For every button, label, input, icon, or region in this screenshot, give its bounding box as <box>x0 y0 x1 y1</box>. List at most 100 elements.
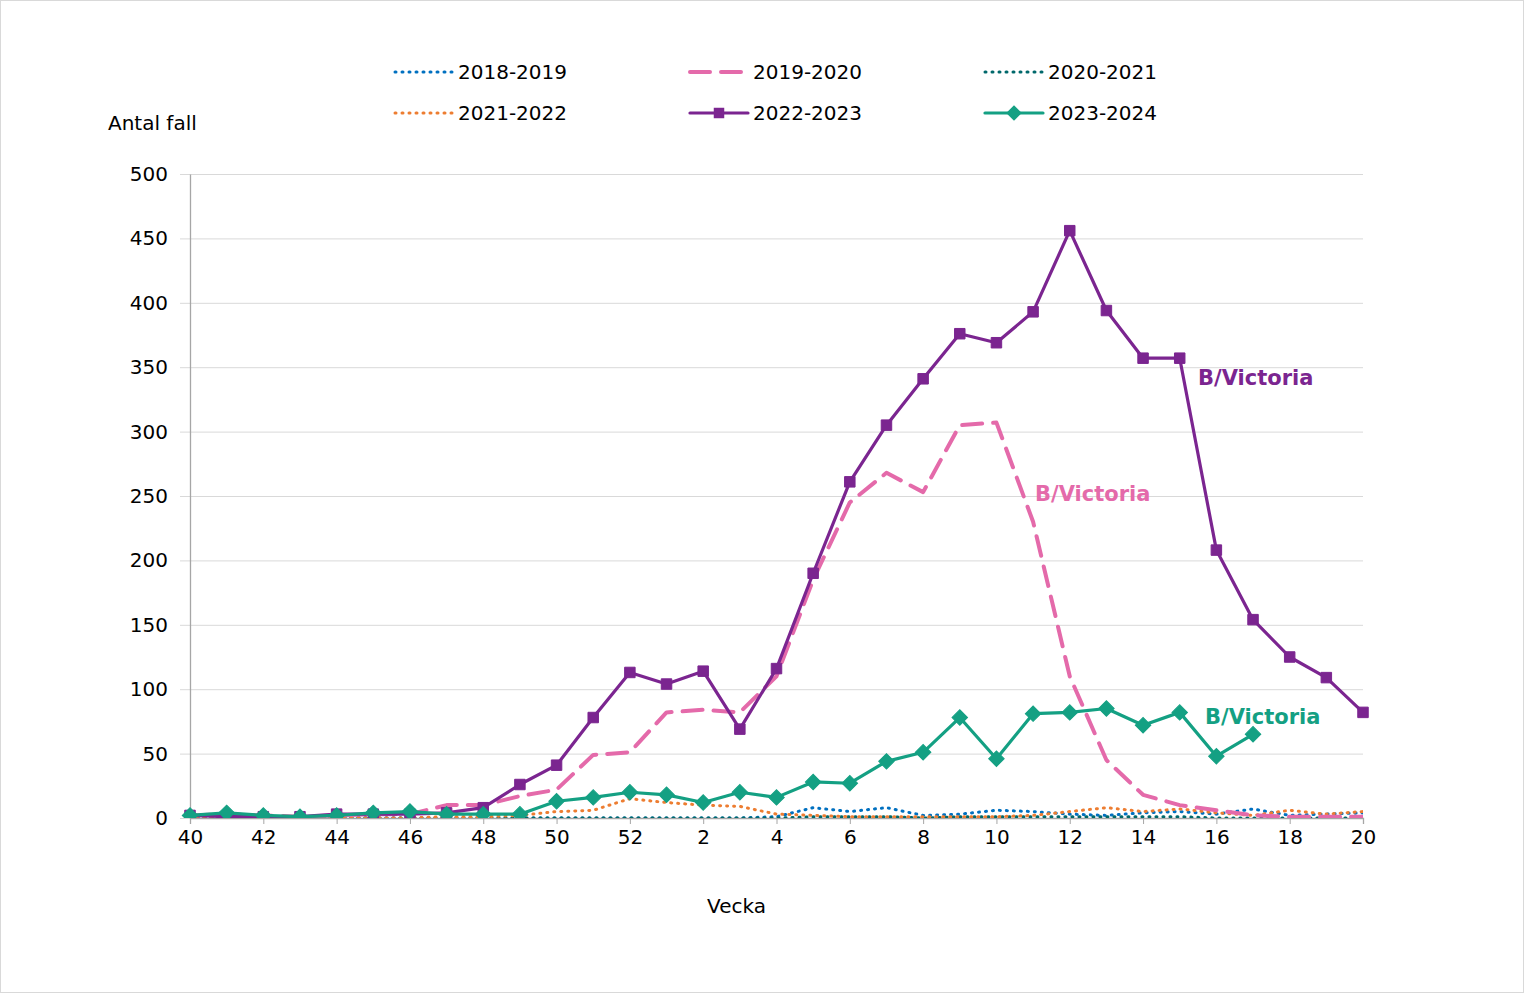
legend-item: 2019-2020 <box>690 60 862 84</box>
series-marker <box>219 805 234 818</box>
legend-label: 2020-2021 <box>1048 60 1157 84</box>
legend-item: 2018-2019 <box>395 60 567 84</box>
series-marker <box>1174 353 1184 363</box>
x-tick-mark <box>337 818 338 824</box>
series-marker <box>659 787 674 802</box>
y-tick-label: 250 <box>130 484 168 508</box>
x-tick: 16 <box>1204 818 1229 849</box>
x-tick: 48 <box>471 818 496 849</box>
grid-line <box>180 238 1363 239</box>
x-tick: 12 <box>1058 818 1083 849</box>
series-marker <box>292 809 307 818</box>
y-tick-label: 150 <box>130 613 168 637</box>
series-marker <box>735 724 745 734</box>
legend-label: 2018-2019 <box>458 60 567 84</box>
y-tick-label: 50 <box>143 742 168 766</box>
x-tick: 42 <box>251 818 276 849</box>
legend-item: 2023-2024 <box>985 101 1157 125</box>
y-tick: 200 <box>130 548 190 572</box>
x-axis-line <box>191 819 1364 825</box>
x-tick-label: 8 <box>917 825 930 849</box>
y-tick: 250 <box>130 484 190 508</box>
series-marker <box>915 745 930 760</box>
series-marker <box>1358 707 1368 717</box>
x-tick: 6 <box>844 818 857 849</box>
y-tick: 100 <box>130 677 190 701</box>
series-line <box>190 709 1253 817</box>
legend-swatch <box>690 70 748 74</box>
grid <box>180 175 1363 819</box>
grid-line <box>180 560 1363 561</box>
y-tick-label: 0 <box>155 806 168 830</box>
y-axis-title: Antal fall <box>108 111 197 135</box>
y-tick-label: 400 <box>130 291 168 315</box>
y-tick-label: 450 <box>130 226 168 250</box>
x-tick-label: 50 <box>544 825 569 849</box>
x-tick: 10 <box>984 818 1009 849</box>
annotation: B/Victoria <box>1035 482 1150 506</box>
x-tick: 18 <box>1277 818 1302 849</box>
plot-area <box>182 225 1368 818</box>
legend-marker <box>1006 105 1021 120</box>
series <box>190 423 1363 817</box>
x-tick-mark <box>777 818 778 824</box>
chart-frame <box>1 1 1524 993</box>
x-tick-label: 12 <box>1058 825 1083 849</box>
legend-swatch <box>395 71 453 74</box>
x-tick-label: 46 <box>398 825 423 849</box>
series-marker <box>769 790 784 805</box>
x-tick: 4 <box>771 818 784 849</box>
grid-line <box>180 367 1363 368</box>
legend-item: 2021-2022 <box>395 101 567 125</box>
series <box>185 225 1368 818</box>
y-tick: 150 <box>130 613 190 637</box>
x-tick-mark <box>483 818 484 824</box>
series-marker <box>1209 748 1224 763</box>
chart: 0501001502002503003504004505004042444648… <box>0 0 1524 993</box>
x-tick: 14 <box>1131 818 1156 849</box>
series-line <box>190 231 1363 817</box>
x-tick: 52 <box>618 818 643 849</box>
legend-marker <box>714 108 724 118</box>
x-tick: 20 <box>1351 818 1376 849</box>
x-tick: 2 <box>697 818 710 849</box>
y-tick: 500 <box>130 162 190 186</box>
y-tick-label: 350 <box>130 355 168 379</box>
legend-label: 2022-2023 <box>753 101 862 125</box>
grid-line <box>180 303 1363 304</box>
x-tick-mark <box>703 818 704 824</box>
series-marker <box>551 760 561 770</box>
x-tick: 44 <box>324 818 349 849</box>
series-marker <box>1099 701 1114 716</box>
grid-line <box>180 174 1363 175</box>
x-tick-mark <box>263 818 264 824</box>
y-axis-line <box>190 175 191 819</box>
x-tick-label: 14 <box>1131 825 1156 849</box>
series-marker <box>1284 652 1294 662</box>
x-tick-label: 4 <box>771 825 784 849</box>
series-marker <box>808 568 818 578</box>
series-marker <box>1321 672 1331 682</box>
x-tick-label: 16 <box>1204 825 1229 849</box>
x-tick-label: 44 <box>324 825 349 849</box>
grid-line <box>180 625 1363 626</box>
legend-label: 2021-2022 <box>458 101 567 125</box>
series-marker <box>1062 705 1077 720</box>
x-tick-mark <box>630 818 631 824</box>
x-tick-mark <box>410 818 411 824</box>
annotation: B/Victoria <box>1198 366 1313 390</box>
x-tick: 8 <box>917 818 930 849</box>
legend-swatch <box>395 112 453 115</box>
y-tick-label: 100 <box>130 677 168 701</box>
series-marker <box>1248 614 1258 624</box>
y-tick: 50 <box>143 742 190 766</box>
legend-item: 2020-2021 <box>985 60 1157 84</box>
series-marker <box>512 806 527 818</box>
y-tick: 400 <box>130 291 190 315</box>
series-marker <box>771 663 781 673</box>
x-tick-label: 6 <box>844 825 857 849</box>
y-tick-label: 200 <box>130 548 168 572</box>
series-marker <box>952 710 967 725</box>
legend: 2018-2019 2019-2020 2020-2021 2021-2022 2022… <box>395 60 1157 125</box>
annotation: B/Victoria <box>1205 705 1320 729</box>
